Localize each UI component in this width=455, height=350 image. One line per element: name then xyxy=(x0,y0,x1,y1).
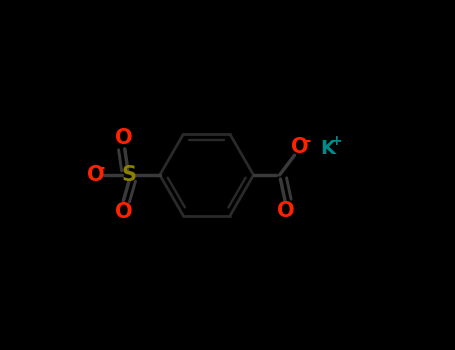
Text: O: O xyxy=(115,128,133,148)
Text: -: - xyxy=(99,160,105,175)
Text: O: O xyxy=(115,202,133,222)
Text: K: K xyxy=(321,139,336,158)
Text: -: - xyxy=(304,133,310,148)
Text: O: O xyxy=(87,165,104,185)
Text: O: O xyxy=(277,201,295,221)
Text: S: S xyxy=(121,165,136,185)
Text: O: O xyxy=(291,136,308,156)
Text: +: + xyxy=(330,134,342,148)
